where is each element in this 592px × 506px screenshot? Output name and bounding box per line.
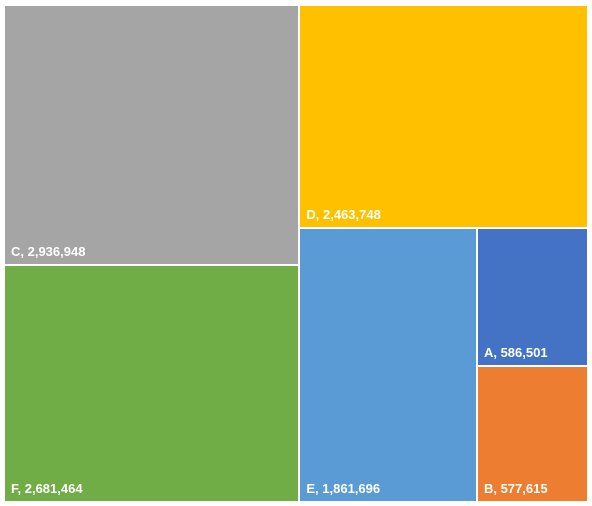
treemap-tile-f: F, 2,681,464 bbox=[4, 264, 300, 502]
treemap-label-c: C, 2,936,948 bbox=[11, 243, 86, 259]
treemap-tile-a: A, 586,501 bbox=[476, 228, 588, 367]
treemap-label-a: A, 586,501 bbox=[483, 345, 548, 361]
treemap-tile-b: B, 577,615 bbox=[476, 366, 588, 502]
treemap-label-f: F, 2,681,464 bbox=[11, 480, 83, 496]
treemap-tile-e: E, 1,861,696 bbox=[299, 228, 477, 502]
treemap-label-d: D, 2,463,748 bbox=[306, 207, 381, 223]
treemap-tile-d: D, 2,463,748 bbox=[299, 5, 588, 229]
treemap-label-e: E, 1,861,696 bbox=[306, 480, 381, 496]
treemap-label-b: B, 577,615 bbox=[483, 480, 548, 496]
treemap-tile-c: C, 2,936,948 bbox=[4, 5, 300, 265]
